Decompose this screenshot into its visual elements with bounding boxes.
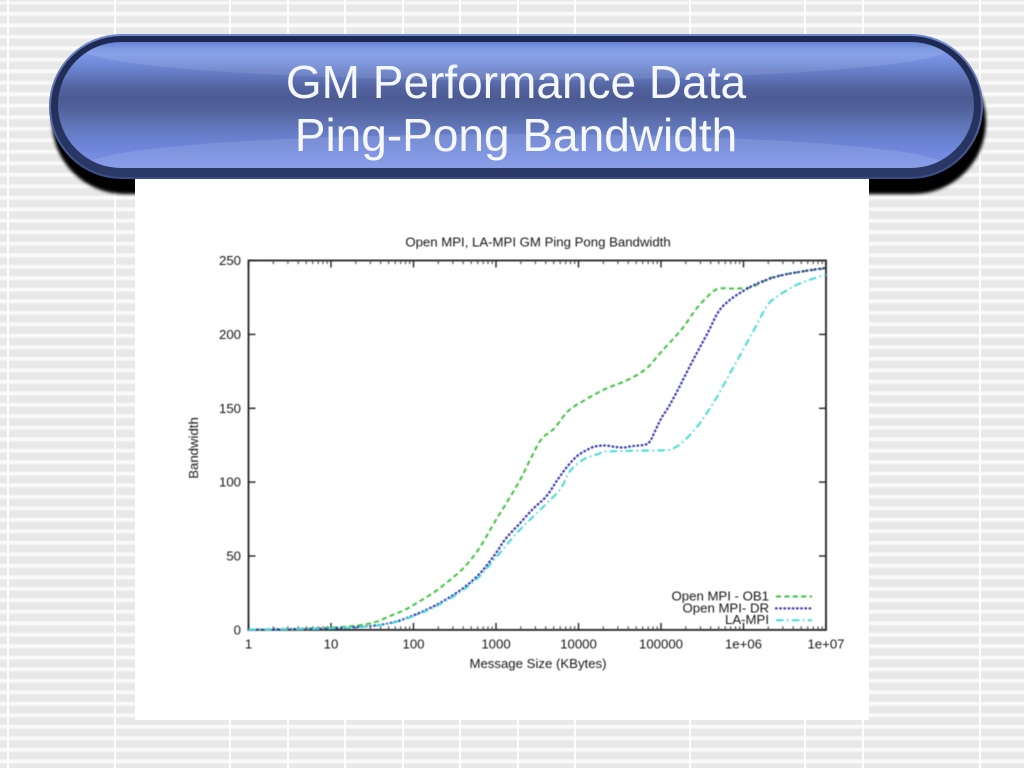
- svg-text:1: 1: [245, 637, 252, 652]
- svg-text:1e+07: 1e+07: [807, 637, 844, 652]
- svg-text:Bandwidth: Bandwidth: [186, 417, 201, 479]
- svg-text:Open MPI, LA-MPI GM Ping Pong: Open MPI, LA-MPI GM Ping Pong Bandwidth: [405, 235, 670, 250]
- svg-text:50: 50: [226, 549, 241, 564]
- svg-text:200: 200: [219, 327, 241, 342]
- svg-text:100: 100: [219, 475, 241, 490]
- svg-text:10000: 10000: [560, 637, 597, 652]
- svg-text:0: 0: [234, 622, 241, 637]
- svg-text:100000: 100000: [639, 637, 683, 652]
- svg-text:150: 150: [219, 401, 241, 416]
- svg-text:Message Size (KBytes): Message Size (KBytes): [469, 656, 606, 671]
- svg-text:10: 10: [324, 637, 339, 652]
- svg-text:1000: 1000: [481, 637, 510, 652]
- svg-text:100: 100: [402, 637, 424, 652]
- svg-text:250: 250: [219, 253, 241, 268]
- svg-text:Open MPI- DR: Open MPI- DR: [683, 600, 769, 615]
- svg-text:1e+06: 1e+06: [725, 637, 762, 652]
- svg-text:Open MPI - OB1: Open MPI - OB1: [672, 589, 769, 604]
- svg-text:LA-MPI: LA-MPI: [725, 612, 769, 627]
